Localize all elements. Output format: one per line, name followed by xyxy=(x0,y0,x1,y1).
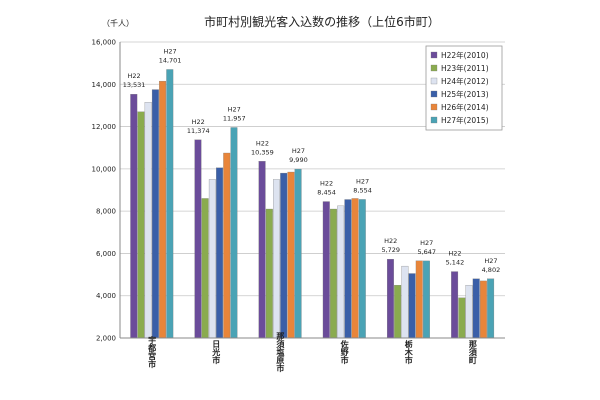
data-label-value: 11,957 xyxy=(223,114,246,122)
y-tick-label: 4,000 xyxy=(96,292,116,300)
legend-box xyxy=(425,45,503,131)
bar-2-2 xyxy=(201,198,209,339)
bar-1-5 xyxy=(386,259,394,339)
legend-label: H26年(2014) xyxy=(441,102,489,112)
legend-label: H22年(2010) xyxy=(441,50,489,60)
bar-1-6 xyxy=(451,271,459,339)
data-label-year: H22 xyxy=(384,237,397,245)
legend-swatch xyxy=(430,116,438,124)
bar-1-1 xyxy=(130,94,138,339)
data-label-value: 9,990 xyxy=(289,156,308,164)
bar-6-2 xyxy=(230,127,238,339)
data-label-year: H22 xyxy=(256,139,269,147)
bar-5-2 xyxy=(223,152,231,339)
y-tick-label: 8,000 xyxy=(96,208,116,216)
bar-4-2 xyxy=(216,167,223,339)
data-label-value: 5,142 xyxy=(446,259,465,267)
bar-2-1 xyxy=(137,111,145,339)
legend-swatch xyxy=(430,64,438,72)
data-label-value: 5,647 xyxy=(417,248,436,256)
y-tick-label: 14,000 xyxy=(92,81,117,89)
data-label-year: H27 xyxy=(228,105,241,113)
legend-swatch xyxy=(430,51,438,59)
bar-4-3 xyxy=(280,172,288,339)
bar-3-2 xyxy=(208,179,216,339)
y-axis: 2,000 4,000 6,000 8,000 10,000 12,000 14,000 16… xyxy=(92,39,121,343)
bar-4-4 xyxy=(344,199,352,339)
y-tick-label: 16,000 xyxy=(92,39,117,47)
legend-label: H25年(2013) xyxy=(441,89,489,99)
bar-6-4 xyxy=(358,199,366,339)
bar-6-3 xyxy=(294,168,302,339)
x-axis: 宇都宮市 日光市 那須塩原市 佐野市 栃木市 那須町 xyxy=(120,332,505,373)
y-tick-label: 10,000 xyxy=(92,165,117,173)
bars xyxy=(130,69,495,339)
bar-3-4 xyxy=(337,205,345,339)
legend-label: H24年(2012) xyxy=(441,76,489,86)
data-label-year: H22 xyxy=(448,250,461,258)
data-label-year: H27 xyxy=(484,257,497,265)
bar-3-3 xyxy=(273,179,280,339)
data-label-value: 4,802 xyxy=(482,266,501,274)
x-tick-label: 佐野市 xyxy=(340,339,349,365)
legend-label: H27年(2015) xyxy=(441,115,489,125)
bar-4-5 xyxy=(408,273,416,339)
y-tick-label: 12,000 xyxy=(92,123,117,131)
legend-swatch xyxy=(430,90,438,98)
bar-5-1 xyxy=(159,80,167,339)
bar-2-6 xyxy=(458,297,466,339)
legend-swatch xyxy=(430,103,438,111)
data-label-year: H27 xyxy=(420,239,433,247)
data-label-year: H27 xyxy=(356,177,369,185)
bar-3-5 xyxy=(401,265,409,339)
data-label-value: 10,359 xyxy=(251,148,274,156)
bar-5-3 xyxy=(287,171,295,339)
grid-lines xyxy=(120,41,505,339)
data-label-year: H27 xyxy=(163,47,176,55)
data-label-value: 8,554 xyxy=(353,186,372,194)
data-label-year: H22 xyxy=(320,180,333,188)
data-label-year: H27 xyxy=(292,147,305,155)
x-tick-label: 宇都宮市 xyxy=(148,335,157,369)
data-label-value: 5,729 xyxy=(381,246,400,254)
x-tick-label: 那須塩原市 xyxy=(275,332,285,373)
bar-1-4 xyxy=(322,201,330,339)
data-label-year: H22 xyxy=(192,118,205,126)
data-label-value: 8,454 xyxy=(317,189,336,197)
data-label-value: 14,701 xyxy=(159,56,182,64)
x-tick-label: 栃木市 xyxy=(403,339,413,365)
data-label-year: H22 xyxy=(127,72,140,80)
bar-4-1 xyxy=(151,89,159,339)
legend: H22年(2010) H23年(2011) H24年(2012) H25年(2013)… xyxy=(425,45,503,131)
bar-3-1 xyxy=(144,102,152,339)
data-label-value: 13,531 xyxy=(123,81,146,89)
bar-2-4 xyxy=(330,208,337,339)
y-tick-label: 6,000 xyxy=(96,250,116,258)
x-tick-label: 那須町 xyxy=(467,340,477,365)
bar-6-1 xyxy=(166,69,174,339)
legend-swatch xyxy=(430,77,438,85)
bar-5-5 xyxy=(415,260,423,339)
x-tick-label: 日光市 xyxy=(212,340,221,365)
bar-4-6 xyxy=(472,278,480,339)
bar-6-6 xyxy=(487,278,495,339)
bar-5-4 xyxy=(351,198,359,339)
legend-label: H23年(2011) xyxy=(441,63,489,73)
bar-2-5 xyxy=(394,284,402,339)
bar-3-6 xyxy=(465,284,473,339)
bar-1-3 xyxy=(258,161,266,339)
bar-6-5 xyxy=(422,260,430,339)
y-axis-unit: （千人） xyxy=(102,18,134,28)
chart-title: 市町村別観光客入込数の推移（上位6市町） xyxy=(204,14,440,29)
y-tick-label: 2,000 xyxy=(96,335,116,343)
data-label-value: 11,374 xyxy=(187,127,210,135)
bar-5-6 xyxy=(479,280,487,339)
bar-1-2 xyxy=(194,139,202,339)
data-labels: H2213,531H2714,701H2211,374H2711,957H221… xyxy=(123,47,501,273)
bar-2-3 xyxy=(265,208,273,339)
